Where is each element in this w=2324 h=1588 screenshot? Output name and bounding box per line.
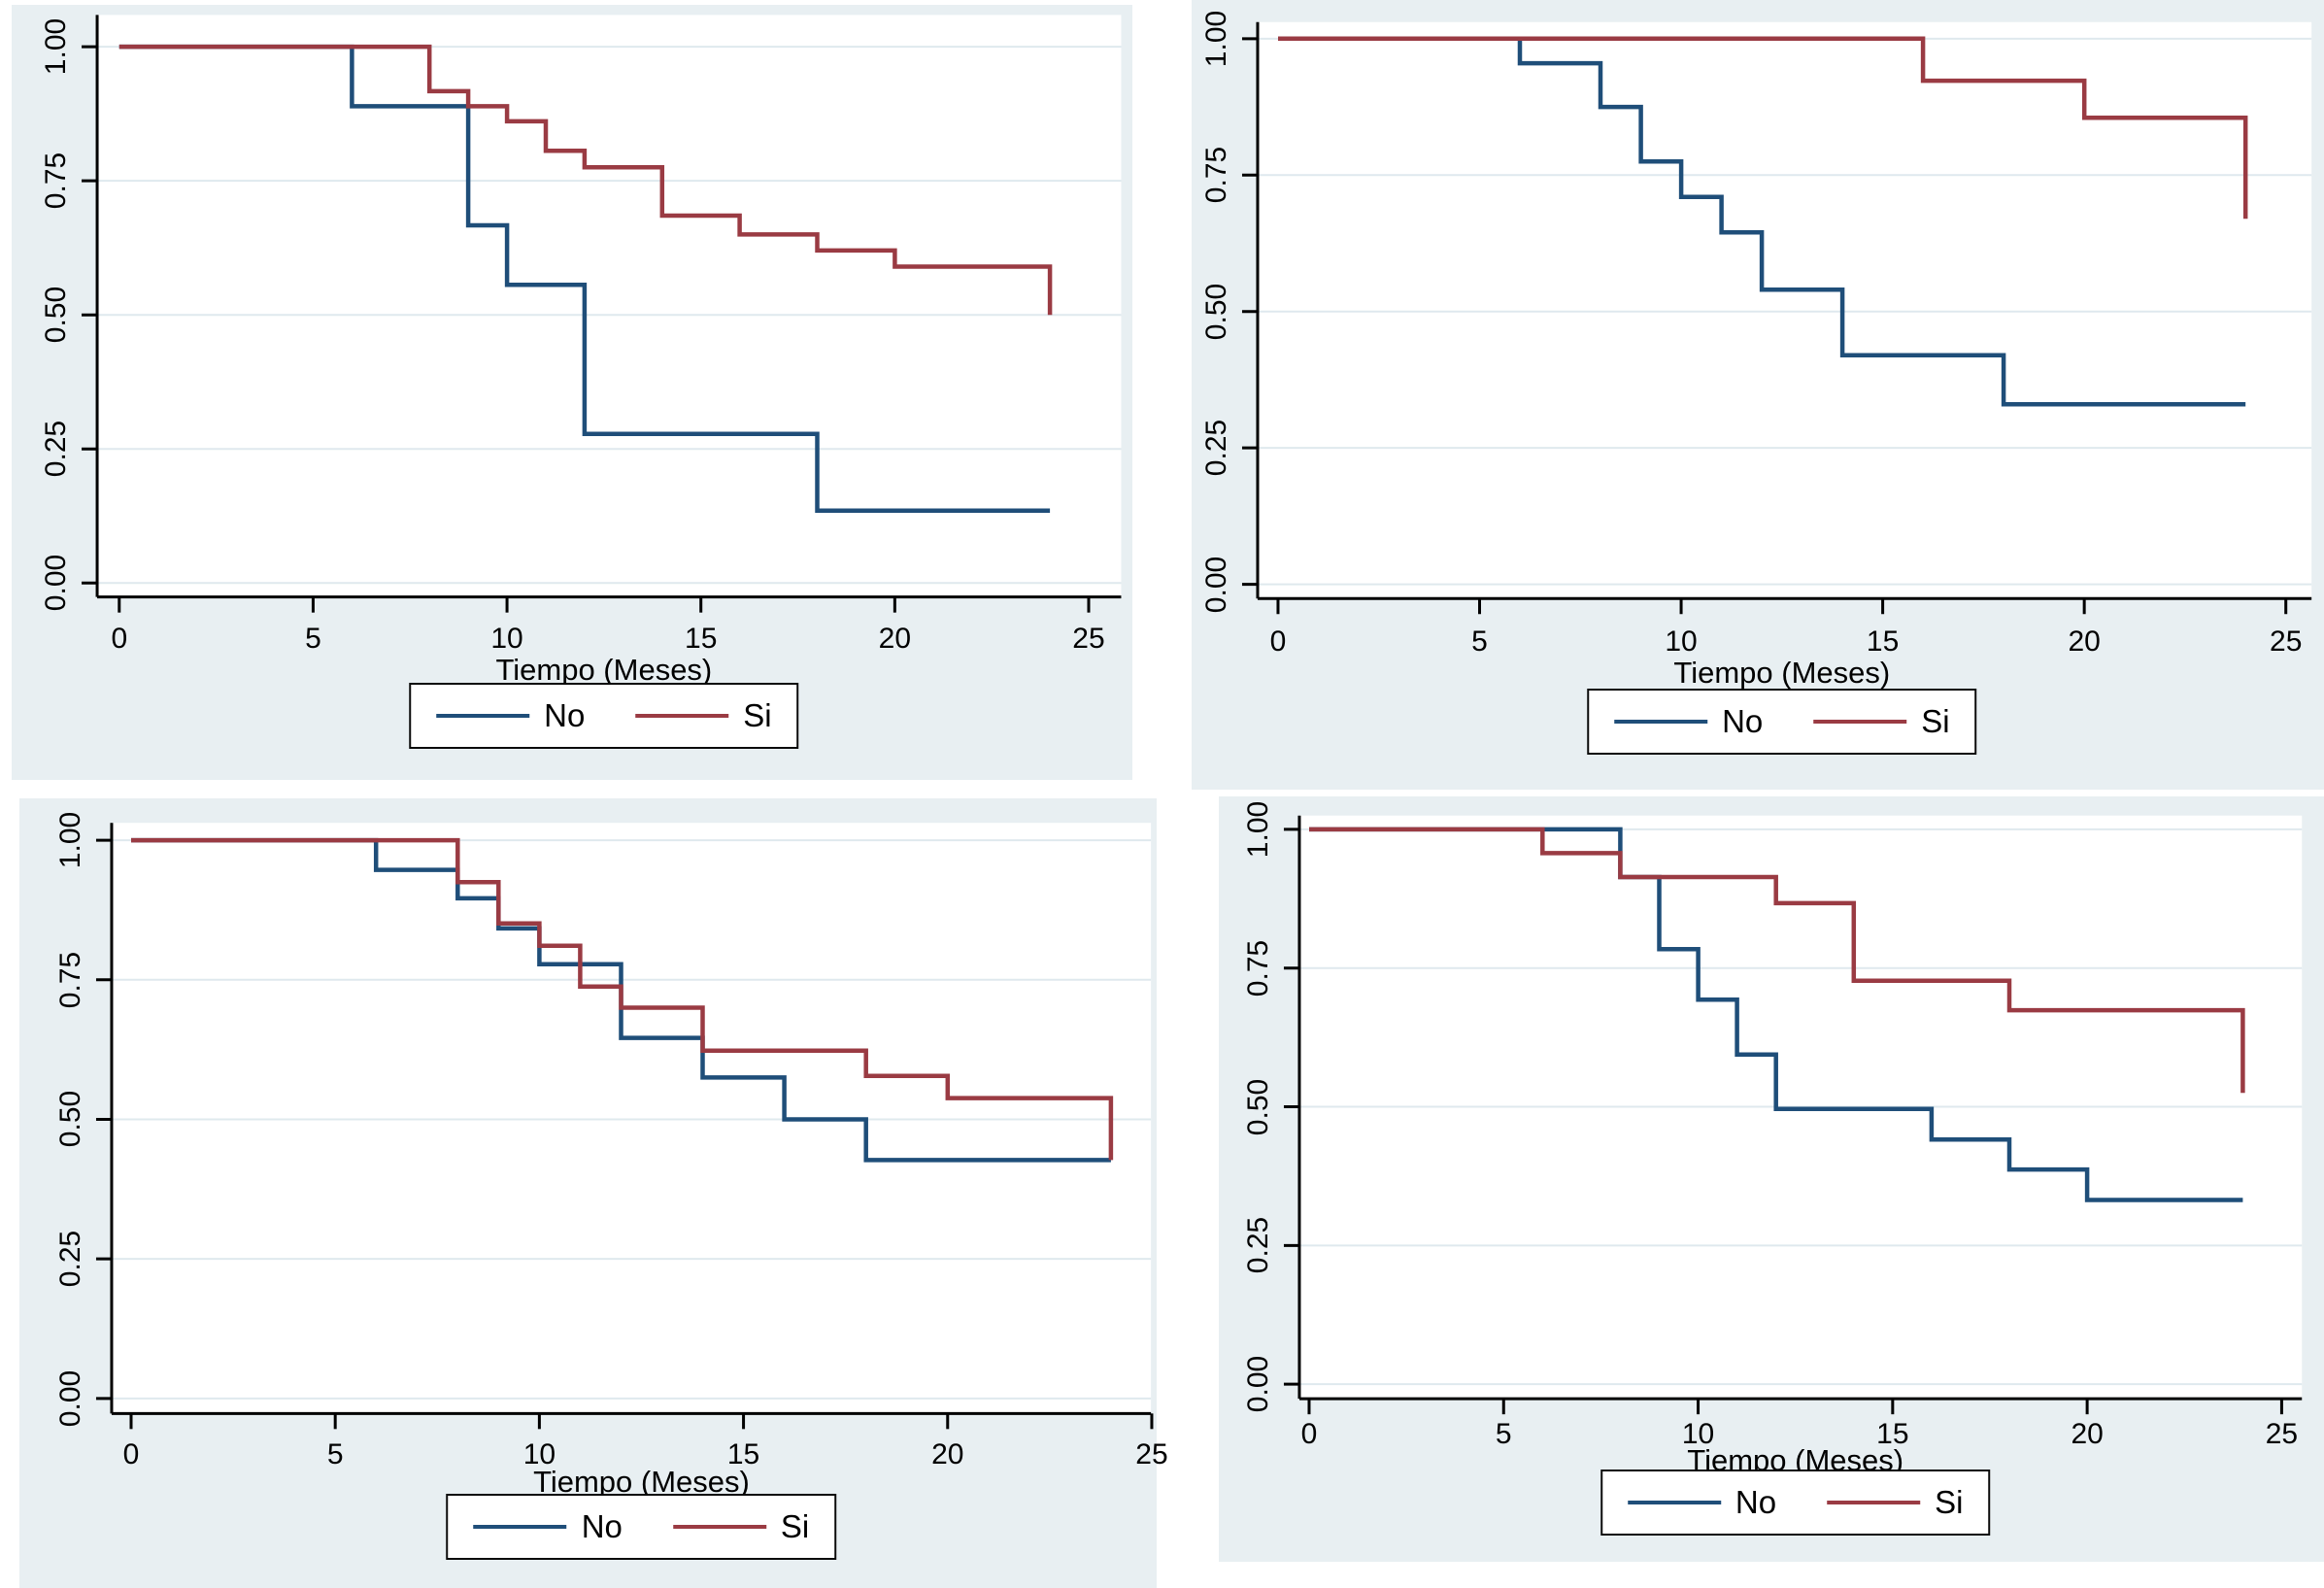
legend-line-si [1827,1500,1921,1504]
x-axis-title: Tiempo (Meses) [533,1464,750,1499]
km-curve-si [131,837,1114,1161]
x-tick-label: 10 [490,623,523,656]
y-tick-label: 0.50 [1199,283,1232,340]
legend-entry-no: No [473,1508,623,1545]
x-tick-label: 0 [111,623,128,656]
legend-label-no: No [1722,702,1764,739]
x-tick-label: 0 [122,1437,140,1470]
legend: No Si [446,1494,837,1561]
legend-label-no: No [581,1508,623,1545]
km-plot-top-right: 0 5 10 15 20 25 0.00 0.25 0.50 0.75 1.00 Tiempo (Me… [1192,0,2324,790]
x-tick-label: 25 [2265,1418,2299,1451]
x-axis-title: Tiempo (Meses) [495,652,713,687]
km-curve-si [1278,36,2248,220]
legend-label-si: Si [743,697,772,734]
y-tick-label: 0.75 [40,152,73,210]
legend-label-si: Si [780,1508,810,1545]
x-tick-label: 10 [1665,625,1698,659]
x-tick-label: 20 [2068,625,2101,659]
x-tick-label: 10 [522,1437,556,1470]
legend-entry-no: No [1627,1483,1777,1521]
legend-entry-si: Si [1827,1484,1963,1521]
km-curve-si [1309,827,2245,1094]
y-tick-label: 0.25 [1241,1217,1274,1274]
x-tick-label: 20 [878,623,912,656]
legend-line-no [1627,1500,1721,1504]
legend: No Si [1587,688,1977,755]
km-plot-top-left: 0 5 10 15 20 25 0.00 0.25 0.50 0.75 1.00 Tiempo (Me… [12,5,1132,780]
x-tick-label: 15 [1876,1418,1909,1451]
x-tick-label: 10 [1681,1418,1715,1451]
legend-line-si [635,714,729,719]
plot-area [1257,21,2312,599]
x-tick-label: 20 [2071,1418,2104,1451]
km-plot-svg [1283,815,2303,1415]
y-tick-label: 0.25 [1199,419,1232,477]
legend-entry-no: No [1614,703,1763,740]
legend-entry-si: Si [1813,702,1950,740]
km-plot-svg [1241,21,2312,615]
legend-line-no [473,1525,567,1530]
km-plot-bottom-right: 0 5 10 15 20 25 0.00 0.25 0.50 0.75 1.00 Tiempo (Me… [1219,796,2324,1562]
y-tick-label: 1.00 [53,811,86,869]
legend-line-no [1614,719,1708,724]
legend-line-si [672,1525,766,1530]
legend-line-no [436,714,530,719]
legend: No Si [409,683,799,750]
y-tick-label: 0.50 [40,286,73,344]
y-tick-label: 0.50 [1241,1078,1274,1135]
x-tick-label: 5 [305,623,321,656]
legend-label-si: Si [1921,702,1950,739]
plot-area [97,15,1122,597]
y-tick-label: 0.25 [53,1230,86,1288]
y-tick-label: 0.00 [1199,556,1232,613]
km-plot-svg [95,823,1154,1430]
x-tick-label: 15 [685,623,718,656]
km-curve-si [118,44,1053,316]
y-tick-label: 0.75 [1241,939,1274,997]
legend-label-no: No [1735,1483,1777,1520]
y-tick-label: 0.00 [40,555,73,612]
x-tick-label: 15 [1866,625,1900,659]
x-tick-label: 25 [1072,623,1105,656]
x-tick-label: 25 [1135,1437,1168,1470]
y-tick-label: 0.25 [40,421,73,478]
y-tick-label: 0.00 [1241,1355,1274,1413]
km-plot-svg [82,15,1122,613]
y-tick-label: 0.50 [53,1091,86,1148]
y-tick-label: 1.00 [40,17,73,76]
y-tick-label: 1.00 [1199,10,1232,68]
x-tick-label: 5 [1495,1418,1512,1451]
x-tick-label: 0 [1269,625,1287,659]
x-tick-label: 20 [931,1437,964,1470]
x-tick-label: 25 [2270,625,2303,659]
km-curve-no [118,44,1051,514]
legend-label-no: No [544,697,586,734]
x-tick-label: 0 [1300,1418,1318,1451]
legend-line-si [1813,719,1907,724]
legend-entry-si: Si [672,1508,810,1545]
km-plot-bottom-left: 0 5 10 15 20 25 0.00 0.25 0.50 0.75 1.00 Tiempo (Me… [19,798,1168,1588]
legend-label-si: Si [1935,1483,1964,1520]
km-curve-no [1278,36,2246,407]
legend: No Si [1600,1469,1991,1536]
legend-entry-si: Si [635,697,772,734]
y-tick-label: 0.75 [1199,147,1232,204]
y-tick-label: 0.75 [53,951,86,1008]
x-tick-label: 5 [326,1437,344,1470]
y-tick-label: 1.00 [1241,800,1274,859]
y-tick-label: 0.00 [53,1369,86,1428]
x-axis-title: Tiempo (Meses) [1673,656,1891,691]
plot-area [111,823,1152,1414]
x-tick-label: 5 [1471,625,1488,659]
x-tick-label: 15 [726,1437,760,1470]
legend-entry-no: No [436,697,585,734]
